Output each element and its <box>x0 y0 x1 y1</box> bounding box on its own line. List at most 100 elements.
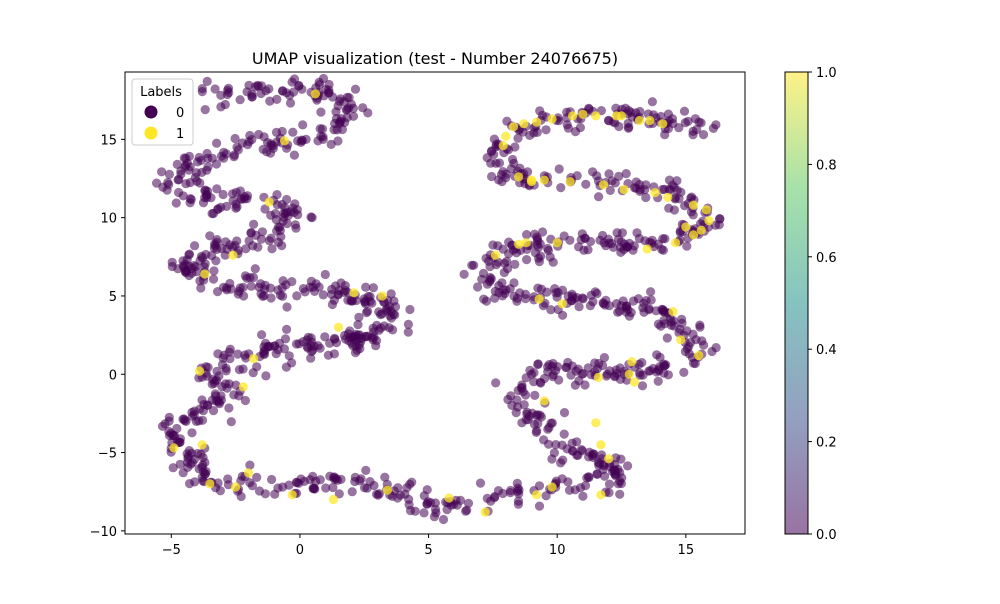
point-label-0 <box>257 330 267 340</box>
point-label-0 <box>698 130 709 140</box>
point-label-0 <box>572 293 582 303</box>
point-label-0 <box>350 84 361 94</box>
point-label-1 <box>349 288 359 298</box>
point-label-0 <box>522 244 532 254</box>
point-label-0 <box>279 344 289 354</box>
point-label-0 <box>178 468 188 478</box>
point-label-0 <box>517 380 527 390</box>
point-label-0 <box>574 302 584 312</box>
point-label-0 <box>509 278 519 288</box>
point-label-0 <box>202 148 212 159</box>
point-label-0 <box>509 158 519 168</box>
point-label-0 <box>567 361 577 371</box>
x-tick-label: 10 <box>549 543 566 558</box>
point-label-1 <box>619 184 629 195</box>
point-label-0 <box>690 358 700 369</box>
point-label-1 <box>532 490 542 500</box>
point-label-0 <box>544 360 554 370</box>
point-label-1 <box>382 485 392 495</box>
point-label-0 <box>353 320 363 330</box>
point-label-0 <box>554 164 564 174</box>
point-label-0 <box>486 274 496 284</box>
point-label-0 <box>192 176 202 186</box>
point-label-0 <box>467 260 477 270</box>
point-label-1 <box>624 369 634 379</box>
point-label-0 <box>176 166 186 176</box>
point-label-0 <box>360 483 370 493</box>
y-tick-label: 0 <box>109 368 117 383</box>
point-label-0 <box>289 150 299 160</box>
point-label-1 <box>557 299 567 309</box>
point-label-0 <box>358 103 368 113</box>
point-label-0 <box>584 472 594 483</box>
point-label-0 <box>164 169 174 179</box>
point-label-0 <box>658 305 668 315</box>
colorbar-tick-label: 1.0 <box>816 66 837 81</box>
point-label-0 <box>641 192 651 203</box>
point-label-0 <box>231 199 241 209</box>
point-label-0 <box>194 373 204 383</box>
chart-title: UMAP visualization (test - Number 240766… <box>252 49 618 68</box>
point-label-0 <box>277 283 287 293</box>
point-label-0 <box>267 474 277 485</box>
point-label-0 <box>552 362 563 372</box>
point-label-0 <box>202 76 212 86</box>
point-label-0 <box>198 198 209 208</box>
point-label-0 <box>252 472 262 482</box>
point-label-1 <box>696 225 706 235</box>
point-label-0 <box>546 418 556 428</box>
point-label-0 <box>197 253 208 263</box>
point-label-0 <box>240 395 250 406</box>
point-label-0 <box>247 135 257 145</box>
point-label-0 <box>234 391 244 401</box>
point-label-0 <box>473 282 483 292</box>
point-label-0 <box>272 190 282 200</box>
point-label-1 <box>663 192 673 202</box>
point-label-0 <box>475 478 486 488</box>
point-label-1 <box>645 115 655 126</box>
point-label-0 <box>541 491 551 501</box>
point-label-0 <box>658 245 669 255</box>
point-label-0 <box>171 198 181 208</box>
point-label-0 <box>186 194 196 205</box>
point-label-1 <box>480 507 490 517</box>
point-label-0 <box>285 98 296 108</box>
point-label-0 <box>220 99 230 110</box>
point-label-0 <box>229 150 239 160</box>
point-label-1 <box>243 468 254 478</box>
point-label-0 <box>667 114 678 124</box>
colorbar-frame <box>784 71 809 535</box>
point-label-0 <box>644 304 654 314</box>
point-label-0 <box>640 185 650 195</box>
point-label-1 <box>539 396 549 406</box>
point-label-0 <box>580 380 590 390</box>
point-label-0 <box>531 410 542 420</box>
point-label-1 <box>514 239 524 249</box>
legend-label-1: 1 <box>176 127 184 142</box>
point-label-0 <box>320 269 330 280</box>
point-label-0 <box>241 244 251 254</box>
point-label-1 <box>568 111 578 121</box>
point-label-1 <box>650 188 660 198</box>
point-label-0 <box>324 85 334 95</box>
point-label-0 <box>194 416 204 426</box>
point-label-0 <box>563 291 573 301</box>
point-label-0 <box>410 506 420 516</box>
point-label-0 <box>218 189 228 200</box>
point-label-0 <box>491 378 501 388</box>
point-label-0 <box>498 488 508 499</box>
point-label-0 <box>369 480 379 491</box>
point-label-0 <box>179 153 189 163</box>
point-label-0 <box>533 359 543 370</box>
point-label-1 <box>578 109 588 119</box>
point-label-0 <box>559 429 569 439</box>
point-label-0 <box>521 390 531 400</box>
point-label-1 <box>328 494 338 505</box>
point-label-0 <box>369 332 379 342</box>
point-label-0 <box>184 446 194 456</box>
point-label-0 <box>559 408 570 418</box>
point-label-0 <box>621 169 631 179</box>
point-label-0 <box>605 185 615 195</box>
point-label-1 <box>508 122 519 132</box>
point-label-0 <box>224 87 234 98</box>
